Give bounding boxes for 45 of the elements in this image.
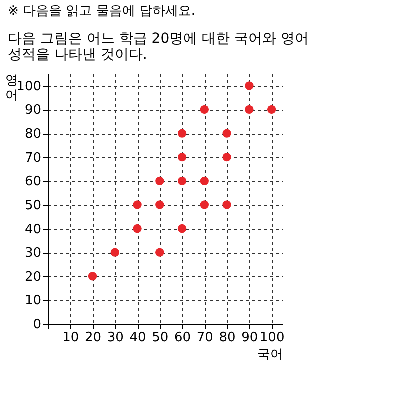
x-tick-label: 90 <box>242 330 258 346</box>
y-tick-label: 80 <box>24 127 42 142</box>
point <box>200 176 209 186</box>
x-tick-label: 30 <box>107 330 124 346</box>
x-axis-title: 국어 <box>258 348 284 362</box>
point <box>267 105 276 114</box>
point <box>222 129 232 138</box>
point <box>178 224 187 234</box>
y-axis-title: 영어 <box>6 74 18 104</box>
y-tick-label: 70 <box>24 150 42 166</box>
point <box>133 200 142 210</box>
point <box>88 272 98 281</box>
y-tick-label: 40 <box>24 222 42 238</box>
y-tick-label: 20 <box>24 270 42 285</box>
point <box>245 105 254 114</box>
point <box>245 82 254 90</box>
y-tick-label: 100 <box>16 79 42 94</box>
point <box>178 153 187 162</box>
point <box>200 105 209 114</box>
x-tick-label: 20 <box>84 330 102 346</box>
point <box>200 200 209 210</box>
point <box>178 176 187 186</box>
x-tick-label: 60 <box>174 330 192 346</box>
y-tick-label: 50 <box>24 198 42 214</box>
x-tick-label: 40 <box>130 330 146 346</box>
point <box>156 176 164 186</box>
point <box>156 248 164 257</box>
point <box>110 248 120 257</box>
point <box>133 224 142 234</box>
chart-subtitle: 다음 그림은 어느 학급 20명에 대한 국어와 영어 성적을 나타낸 것이다. <box>8 31 309 63</box>
point <box>222 153 232 162</box>
point <box>178 129 187 138</box>
x-tick-label: 70 <box>196 330 214 346</box>
x-tick-label: 10 <box>62 330 80 346</box>
y-tick-label: 60 <box>24 174 42 190</box>
x-tick-label: 50 <box>152 330 169 346</box>
y-tick-label: 10 <box>24 294 42 309</box>
y-tick-label: 0 <box>33 318 42 332</box>
point <box>156 200 164 210</box>
x-tick-label: 80 <box>219 330 236 346</box>
point <box>222 200 232 210</box>
y-tick-label: 30 <box>24 246 42 262</box>
x-tick-label: 100 <box>260 330 285 346</box>
chart-title: ※ 다음을 읽고 물음에 답하세요. <box>8 4 196 19</box>
y-tick-label: 90 <box>24 103 42 118</box>
